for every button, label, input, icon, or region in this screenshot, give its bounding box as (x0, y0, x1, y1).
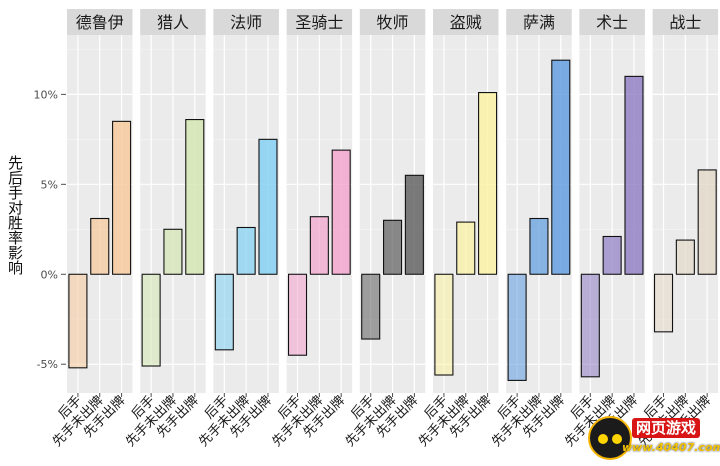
bar-first-noplay (602, 235, 622, 275)
bar-second (434, 273, 454, 376)
bar-first-play (478, 92, 498, 275)
facet-strip (433, 9, 499, 35)
facet-strip (579, 9, 645, 35)
facet-strip (652, 9, 719, 35)
bar-first-noplay (675, 239, 695, 275)
bar-first-noplay (529, 217, 549, 275)
bar-second (287, 273, 308, 356)
bar-second (507, 273, 527, 381)
watermark-url: www.40407.com (622, 441, 720, 454)
bar-first-noplay (382, 219, 403, 275)
bar-second (653, 273, 674, 333)
bar-first-play (551, 59, 571, 275)
facet-label: 圣骑士 (295, 13, 343, 32)
bar-first-noplay (90, 217, 110, 275)
watermark-brand: 网页游戏 (632, 418, 701, 438)
facet-strip (506, 9, 572, 35)
bar-second (68, 273, 88, 369)
bar-second (214, 273, 234, 351)
watermark-logo-icon (588, 416, 632, 460)
bar-second (141, 273, 161, 367)
bar-first-play (404, 174, 424, 275)
y-axis-label: 先后手对胜率影响 (6, 155, 24, 275)
bar-first-play (258, 138, 278, 275)
facet-label: 法师 (230, 13, 262, 32)
bar-first-play (624, 75, 644, 275)
facet-strip (359, 9, 426, 35)
facet-label: 牧师 (377, 13, 409, 32)
bar-second (361, 273, 381, 340)
facet-strip (286, 9, 353, 35)
facet-label: 战士 (669, 13, 701, 32)
bar-first-play (697, 169, 717, 275)
bar-first-play (331, 149, 351, 275)
facet-label: 盗贼 (450, 13, 482, 32)
y-tick-label: 5% (41, 178, 58, 191)
bar-first-noplay (163, 228, 183, 275)
facet-label: 萨满 (523, 13, 555, 32)
facet-strip (213, 9, 279, 35)
facet-label: 德鲁伊 (76, 13, 124, 32)
facet-strip (140, 9, 206, 35)
bar-first-noplay (309, 216, 329, 275)
bar-first-noplay (456, 221, 476, 275)
facet-label: 术士 (596, 13, 628, 32)
y-tick-label: 0% (41, 268, 58, 281)
bar-first-play (185, 119, 205, 275)
bar-second (580, 273, 600, 378)
facet-label: 猎人 (157, 13, 189, 32)
watermark: 网页游戏 www.40407.com (588, 412, 720, 462)
y-tick-label: -5% (37, 358, 58, 371)
facet-strip (67, 9, 133, 35)
bar-first-noplay (236, 226, 256, 275)
bar-first-play (112, 120, 132, 275)
y-tick-label: 10% (34, 88, 58, 101)
